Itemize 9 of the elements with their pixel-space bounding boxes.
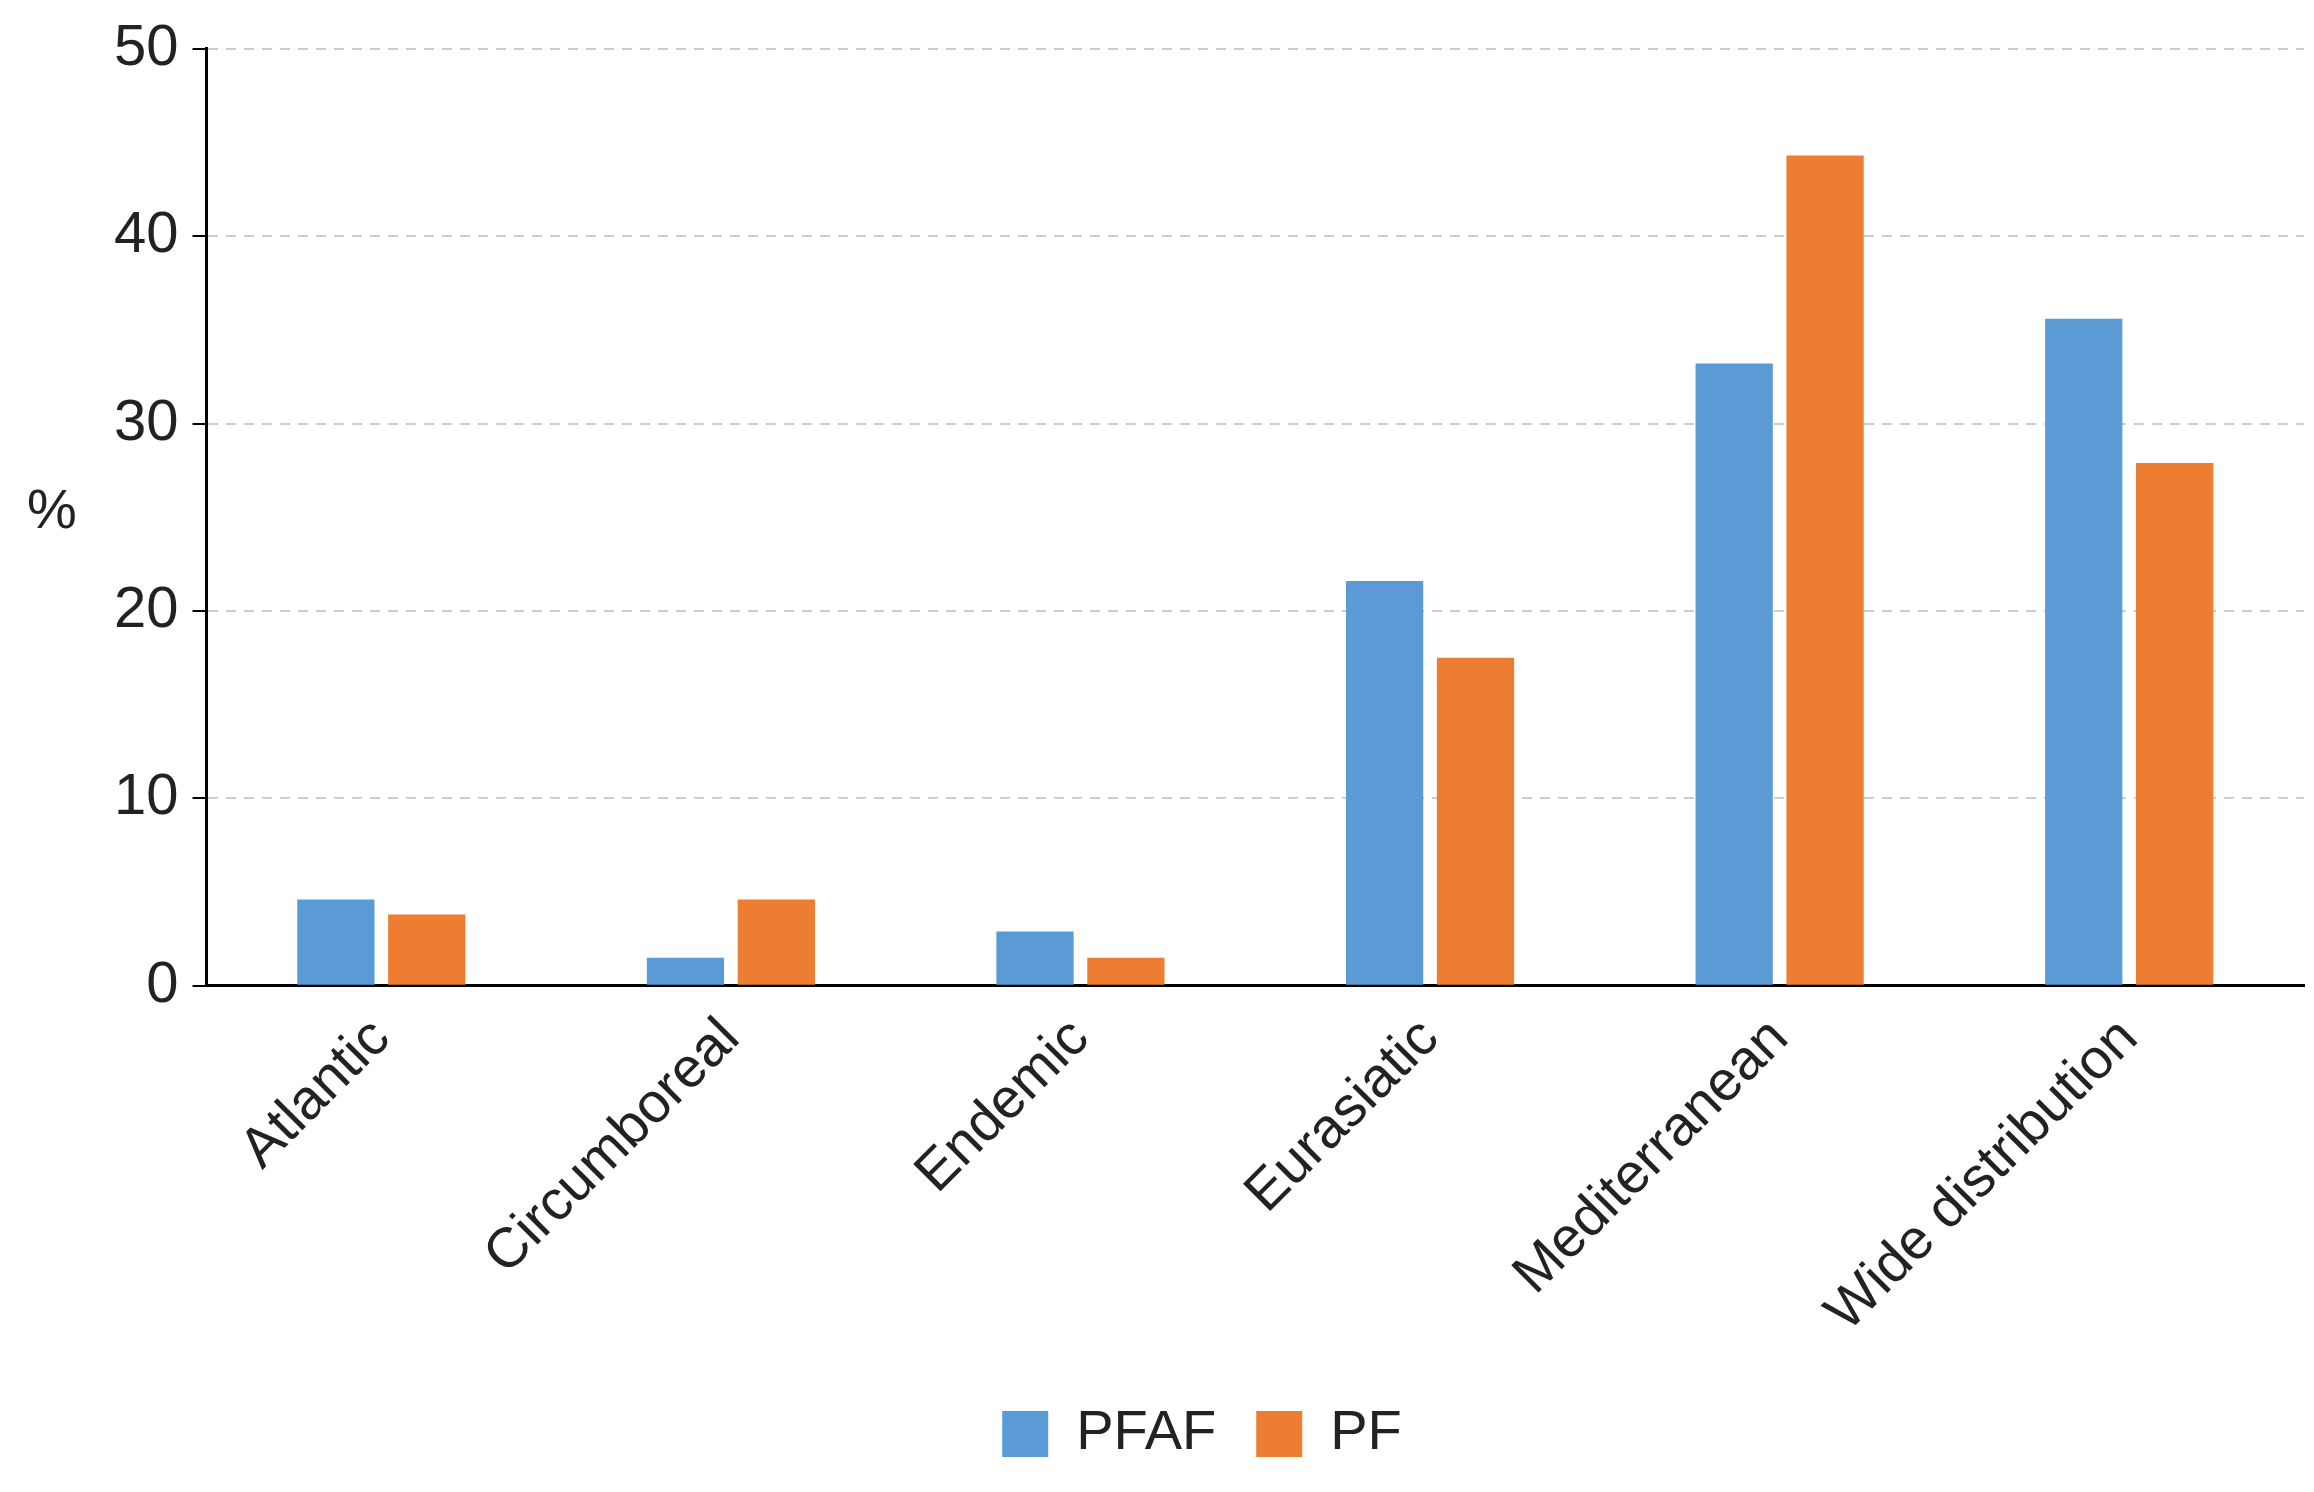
y-tick-label: 50 [114,11,179,77]
y-tick-label: 40 [114,199,179,265]
y-axis-title: % [27,476,77,540]
y-tick-label: 10 [114,761,179,827]
legend-label: PF [1330,1398,1402,1462]
legend-label: PFAF [1076,1398,1217,1462]
y-tick-label: 20 [114,573,179,639]
y-tick-label: 0 [146,948,179,1014]
y-tick-label: 30 [114,386,179,452]
